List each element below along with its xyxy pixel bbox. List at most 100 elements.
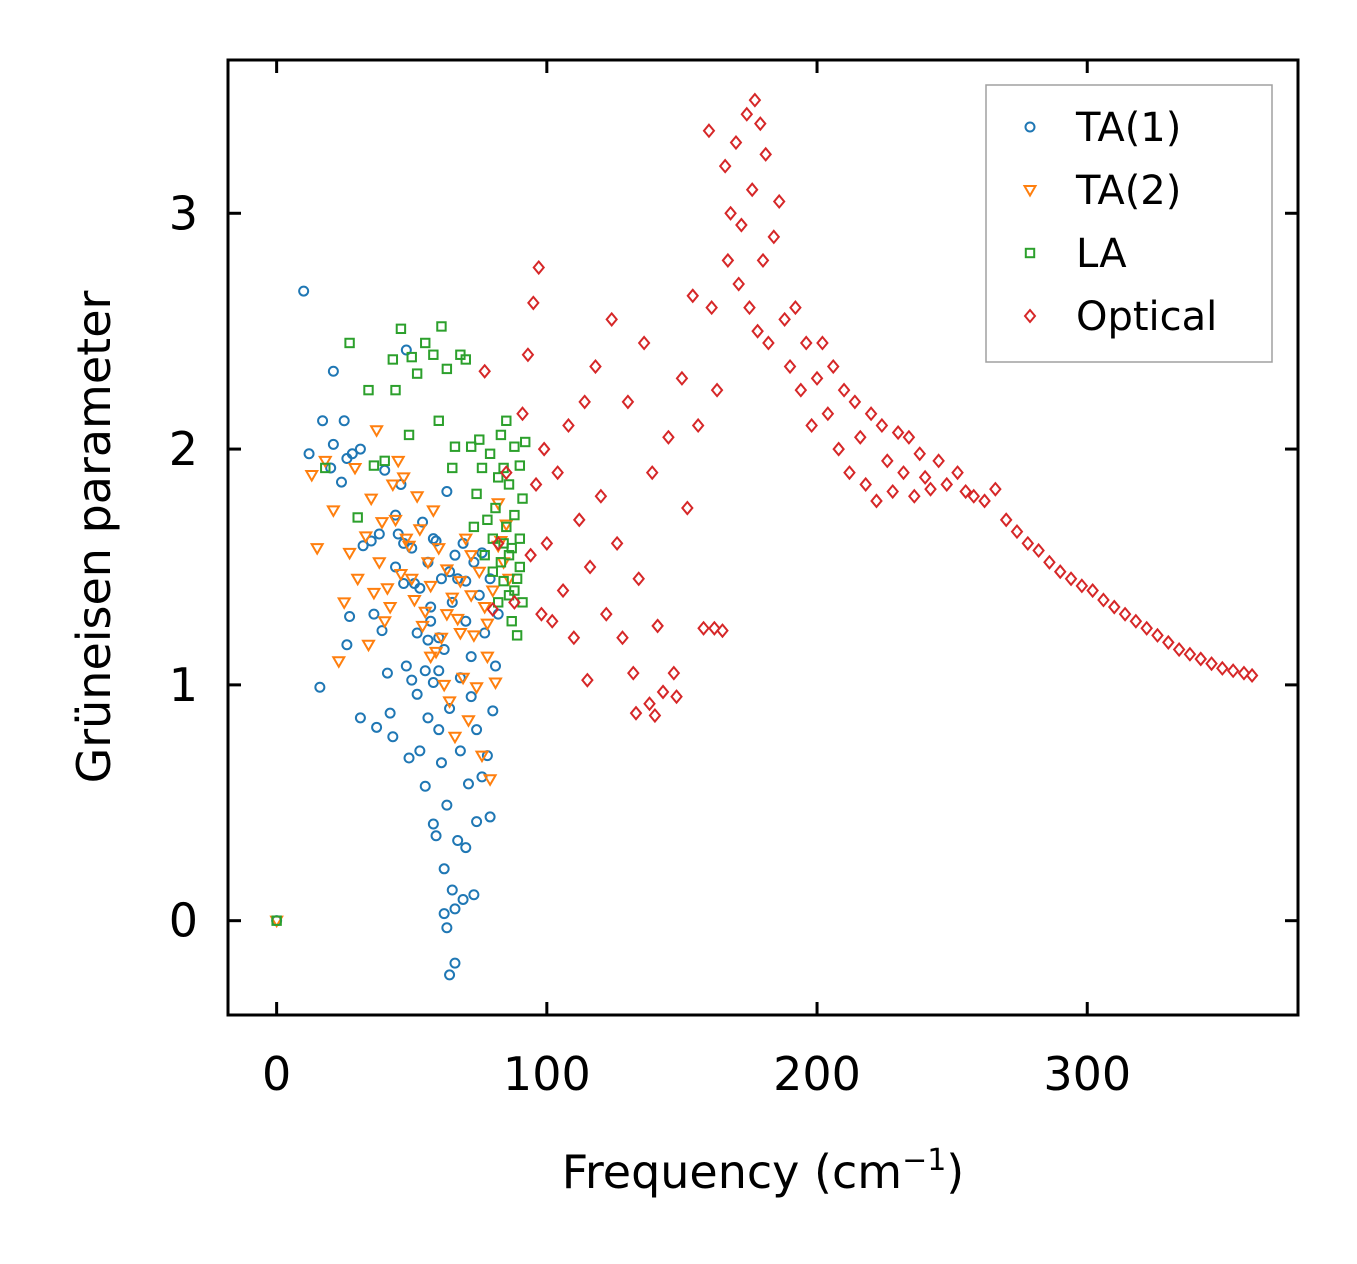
optical-point — [651, 618, 664, 634]
ta-1-point — [449, 957, 461, 969]
optical-point — [662, 429, 675, 445]
optical-point — [670, 689, 683, 705]
la-point — [503, 479, 515, 490]
optical-point — [721, 252, 735, 268]
ta-1-point — [400, 660, 412, 672]
ta-2-point — [426, 505, 441, 518]
optical-point — [1216, 660, 1229, 676]
legend-item-ta-1: TA(1) — [1024, 105, 1181, 151]
ta-1-point — [338, 415, 350, 427]
ta-1-point — [441, 922, 453, 934]
optical-point — [1086, 582, 1099, 599]
la-point — [411, 368, 423, 379]
optical-point — [491, 535, 505, 551]
ta-2-point — [501, 573, 517, 587]
la-point — [501, 521, 512, 533]
la-point — [406, 351, 417, 363]
ta-1-point — [317, 415, 329, 427]
optical-point — [735, 217, 748, 233]
optical-point — [1129, 613, 1143, 629]
ta-1-point — [373, 528, 385, 540]
optical-point — [1183, 646, 1197, 662]
optical-point — [691, 417, 705, 434]
ta-1-point — [384, 707, 396, 719]
optical-point — [740, 106, 754, 122]
optical-point — [567, 630, 581, 646]
la-point — [511, 573, 523, 584]
optical-point — [805, 417, 818, 434]
optical-point — [886, 483, 899, 500]
la-point — [344, 337, 355, 349]
optical-point — [545, 613, 559, 629]
optical-point — [529, 476, 543, 493]
ta-2-point — [418, 606, 433, 620]
ta-2-point — [415, 620, 430, 634]
optical-point — [767, 229, 781, 245]
optical-point — [1043, 554, 1056, 570]
ta-1-point — [435, 573, 447, 585]
optical-point — [745, 182, 759, 198]
ta-2-point — [485, 585, 501, 599]
ta-1-point — [354, 443, 366, 455]
optical-point — [1140, 620, 1153, 636]
ta-1-point — [441, 486, 453, 498]
x-axis-title-close: ) — [946, 1145, 964, 1199]
ta-1-point — [460, 615, 472, 627]
ta-1-point — [446, 596, 458, 608]
la-point — [471, 488, 482, 500]
optical-point — [821, 406, 835, 422]
optical-point — [743, 300, 756, 316]
ta-1-point — [419, 665, 431, 677]
optical-point — [932, 453, 945, 469]
ta-2-point — [412, 524, 428, 537]
ta-2-point — [453, 576, 468, 589]
x-tick-label: 0 — [262, 1047, 291, 1101]
optical-point — [551, 465, 564, 481]
la-point — [387, 354, 399, 365]
la-point — [403, 429, 415, 441]
optical-point — [913, 446, 927, 462]
ta-1-point — [303, 448, 315, 460]
ta-2-point — [439, 564, 455, 577]
optical-point — [897, 465, 910, 481]
legend-item-optical: Optical — [1023, 294, 1217, 340]
ta-2-point — [455, 672, 471, 686]
ta-1-point — [468, 889, 480, 901]
la-point — [493, 597, 504, 608]
x-axis-title-superscript: −1 — [902, 1143, 946, 1178]
optical-point — [1151, 627, 1164, 643]
la-point — [465, 441, 477, 452]
la-point — [420, 337, 431, 349]
la-point — [487, 566, 498, 577]
la-point — [498, 575, 509, 587]
la-point — [509, 441, 520, 452]
ta-1-point — [446, 884, 458, 896]
ta-2-point — [304, 470, 319, 483]
series-la — [271, 321, 531, 926]
ta-1-point — [471, 724, 483, 736]
ta-1-point — [476, 547, 488, 559]
ta-2-point — [377, 616, 392, 629]
optical-point — [1053, 564, 1067, 580]
optical-point — [1010, 524, 1024, 540]
optical-point — [870, 493, 883, 509]
la-point — [447, 462, 458, 474]
optical-point — [783, 358, 797, 375]
optical-point — [1237, 665, 1251, 681]
legend-label-optical: Optical — [1076, 294, 1217, 340]
optical-point — [794, 382, 808, 398]
ta-1-point — [460, 842, 472, 854]
ta-2-point — [434, 632, 449, 646]
optical-point — [959, 483, 972, 500]
optical-point — [918, 469, 932, 485]
optical-point — [521, 347, 535, 363]
ta-2-point — [445, 592, 460, 606]
y-tick-label: 3 — [169, 186, 198, 240]
plot-frame — [226, 58, 1300, 1017]
ta-2-point — [466, 630, 482, 643]
legend-marker-optical — [1023, 308, 1037, 324]
optical-point — [729, 134, 743, 151]
la-point — [368, 460, 380, 471]
la-point — [514, 460, 526, 471]
